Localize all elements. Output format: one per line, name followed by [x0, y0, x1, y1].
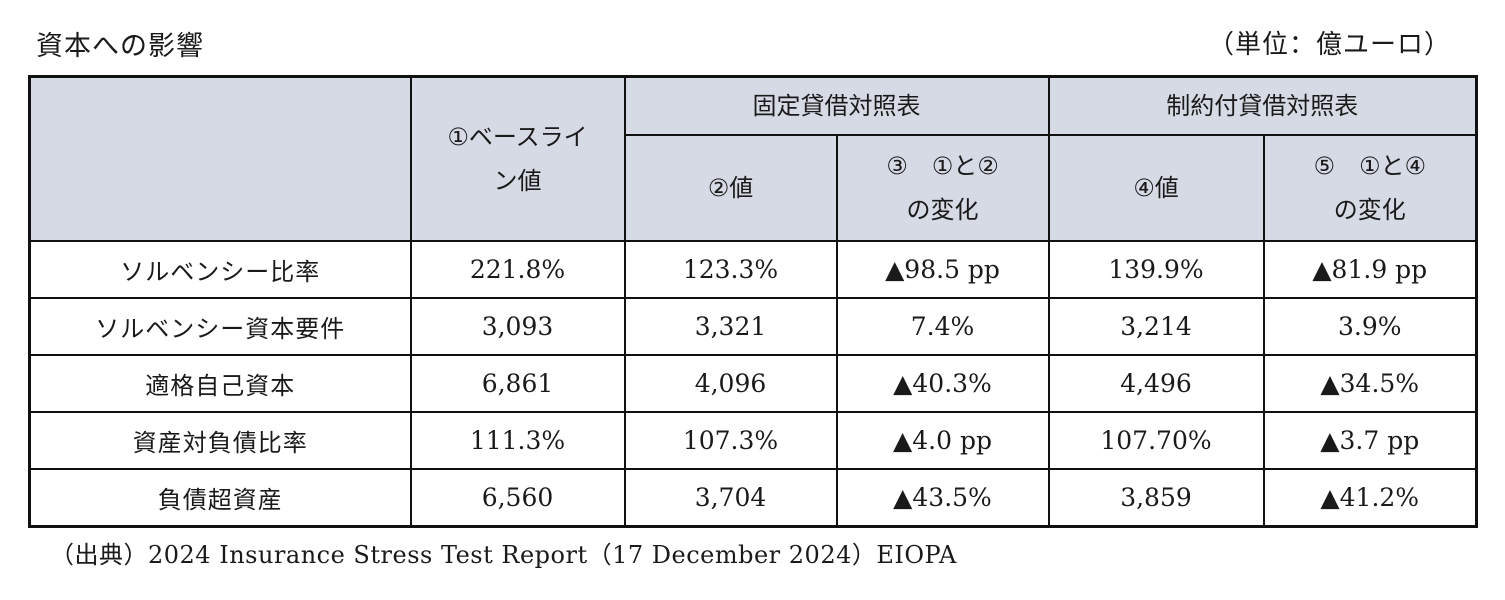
table-cell: 139.9% — [1047, 240, 1265, 299]
source-prefix: （出典） — [50, 541, 148, 569]
table-cell: ▲81.9 pp — [1262, 240, 1478, 299]
header-col3: ③ ①と② の変化 — [835, 134, 1050, 242]
table-cell: 4,096 — [623, 354, 838, 413]
table-cell: 123.3% — [623, 240, 838, 299]
table-row: ソルベンシー資本要件 3,093 3,321 7.4% 3,214 3.9% — [28, 297, 1478, 356]
table-cell: 3,859 — [1047, 468, 1265, 528]
table-cell: ▲34.5% — [1262, 354, 1478, 413]
table-cell: 3,093 — [409, 297, 626, 356]
table-cell: 107.70% — [1047, 411, 1265, 470]
table-cell: ▲41.2% — [1262, 468, 1478, 528]
table-cell: ▲98.5 pp — [835, 240, 1050, 299]
table-cell: 3,704 — [623, 468, 838, 528]
table-cell: 3,321 — [623, 297, 838, 356]
source-note: （出典）2024 Insurance Stress Test Report（17… — [50, 535, 957, 570]
row-label: 負債超資産 — [28, 468, 412, 528]
table-cell: ▲40.3% — [835, 354, 1050, 413]
table-cell: ▲43.5% — [835, 468, 1050, 528]
header-row-group: ①ベースライ ン値 固定貸借対照表 制約付貸借対照表 — [28, 75, 1478, 242]
header-empty-cell — [28, 75, 412, 242]
page-title: 資本への影響 — [36, 31, 204, 62]
table-cell: ▲4.0 pp — [835, 411, 1050, 470]
header-constrained-balance-sheet: 制約付貸借対照表 — [1047, 75, 1478, 136]
table-cell: 111.3% — [409, 411, 626, 470]
header-col2: ②値 — [623, 134, 838, 242]
unit-note: （単位：億ユーロ） — [1207, 30, 1451, 60]
table-row: 負債超資産 6,560 3,704 ▲43.5% 3,859 ▲41.2% — [28, 468, 1478, 528]
table-cell: 7.4% — [835, 297, 1050, 356]
row-label: ソルベンシー資本要件 — [28, 297, 412, 356]
table-cell: 3,214 — [1047, 297, 1265, 356]
table-cell: 221.8% — [409, 240, 626, 299]
table-row: ソルベンシー比率 221.8% 123.3% ▲98.5 pp 139.9% ▲… — [28, 240, 1478, 299]
header-row-sub: ②値 ③ ①と② の変化 ④値 ⑤ ①と④ の変化 — [30, 134, 1478, 242]
table-cell: 6,560 — [409, 468, 626, 528]
header-fixed-balance-sheet: 固定貸借対照表 — [623, 75, 1050, 136]
table-cell: 107.3% — [623, 411, 838, 470]
table-cell: ▲3.7 pp — [1262, 411, 1478, 470]
capital-impact-table: ①ベースライ ン値 固定貸借対照表 制約付貸借対照表 ②値 ③ ①と② の変化 … — [28, 75, 1478, 528]
header-col4: ④値 — [1047, 134, 1265, 242]
row-label: 資産対負債比率 — [28, 411, 412, 470]
table-cell: 4,496 — [1047, 354, 1265, 413]
header-col5: ⑤ ①と④ の変化 — [1262, 134, 1478, 242]
table-row: 適格自己資本 6,861 4,096 ▲40.3% 4,496 ▲34.5% — [28, 354, 1478, 413]
table-row: 資産対負債比率 111.3% 107.3% ▲4.0 pp 107.70% ▲3… — [28, 411, 1478, 470]
table-cell: 3.9% — [1262, 297, 1478, 356]
row-label: 適格自己資本 — [28, 354, 412, 413]
source-text: 2024 Insurance Stress Test Report（17 Dec… — [148, 541, 957, 569]
row-label: ソルベンシー比率 — [28, 240, 412, 299]
table-cell: 6,861 — [409, 354, 626, 413]
header-baseline: ①ベースライ ン値 — [409, 75, 626, 242]
